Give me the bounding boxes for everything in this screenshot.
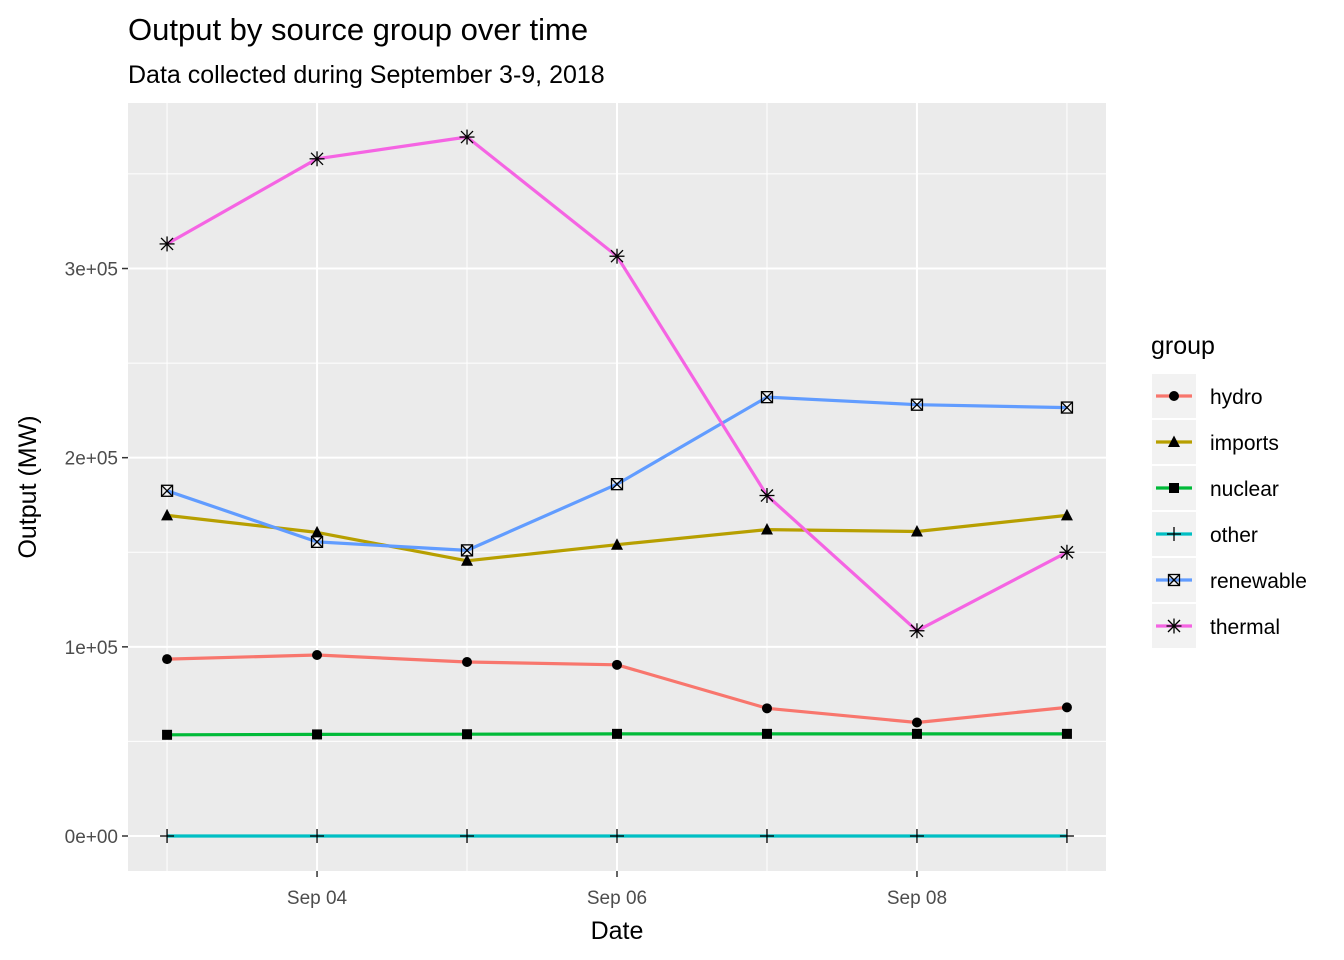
point-thermal — [1059, 544, 1075, 560]
point-imports — [461, 554, 474, 566]
x-tick-label: Sep 06 — [587, 888, 647, 909]
point-imports — [1060, 508, 1073, 521]
point-thermal — [609, 248, 625, 264]
point-other — [610, 829, 624, 844]
legend-label: thermal — [1210, 616, 1280, 639]
point-hydro — [761, 703, 772, 714]
y-tick-label: 0e+00 — [65, 827, 118, 848]
x-axis-title: Date — [591, 917, 644, 945]
point-hydro — [1061, 702, 1072, 713]
legend-key-marker — [1169, 483, 1179, 493]
legend-label: other — [1210, 524, 1258, 547]
chart-subtitle: Data collected during September 3-9, 201… — [128, 61, 605, 89]
legend-item-thermal: thermal — [1152, 604, 1280, 648]
y-tick-label: 2e+05 — [65, 449, 118, 470]
legend-key-marker — [1166, 618, 1182, 634]
point-renewable — [760, 390, 774, 404]
point-hydro — [612, 659, 622, 670]
point-thermal — [459, 129, 475, 145]
point-thermal — [759, 488, 775, 504]
point-hydro — [312, 649, 323, 660]
legend-title: group — [1151, 332, 1215, 360]
legend-key-marker — [1169, 391, 1179, 401]
point-imports — [760, 523, 773, 535]
point-other — [160, 829, 175, 844]
point-nuclear — [162, 729, 173, 740]
point-imports — [161, 508, 174, 521]
point-imports — [311, 525, 324, 538]
y-tick-label: 3e+05 — [65, 260, 118, 281]
series-points — [159, 129, 1075, 844]
legend-key-marker — [1167, 527, 1181, 541]
legend-label: nuclear — [1210, 478, 1279, 501]
point-nuclear — [462, 729, 473, 740]
x-tick-label: Sep 04 — [287, 888, 348, 909]
point-renewable — [610, 478, 624, 491]
x-axis: Sep 04 Sep 06 Sep 08 — [287, 871, 947, 909]
chart-title: Output by source group over time — [128, 12, 588, 47]
point-other — [1059, 829, 1074, 844]
point-nuclear — [911, 728, 922, 739]
point-thermal — [309, 151, 325, 167]
point-renewable — [460, 544, 474, 557]
point-other — [310, 829, 325, 844]
legend-item-imports: imports — [1152, 420, 1279, 464]
point-renewable — [910, 398, 924, 411]
point-other — [909, 829, 924, 844]
point-hydro — [162, 654, 173, 665]
legend-label: hydro — [1210, 386, 1263, 409]
point-other — [759, 829, 774, 844]
legend-item-renewable: renewable — [1152, 558, 1307, 602]
legend-item-other: other — [1152, 512, 1258, 556]
point-thermal — [159, 236, 175, 252]
point-other — [460, 829, 475, 844]
y-tick-label: 1e+05 — [65, 638, 118, 659]
point-nuclear — [1061, 728, 1072, 739]
legend: hydro imports nuclear other renewable thermal — [1152, 374, 1307, 648]
point-nuclear — [612, 728, 622, 739]
legend-item-hydro: hydro — [1152, 374, 1263, 418]
legend-label: imports — [1210, 432, 1279, 455]
point-hydro — [462, 656, 473, 667]
legend-label: renewable — [1210, 570, 1307, 593]
point-imports — [611, 538, 623, 550]
legend-key-marker — [1168, 435, 1180, 447]
x-tick-label: Sep 08 — [887, 888, 947, 909]
point-nuclear — [761, 728, 772, 739]
point-renewable — [160, 484, 174, 497]
point-renewable — [310, 535, 324, 549]
y-axis: 0e+00 1e+05 2e+05 3e+05 — [65, 260, 128, 848]
legend-key-marker — [1167, 573, 1181, 587]
point-hydro — [911, 717, 922, 728]
legend-item-nuclear: nuclear — [1152, 466, 1279, 510]
point-thermal — [909, 623, 925, 639]
point-imports — [910, 524, 923, 537]
y-axis-title: Output (MW) — [14, 415, 42, 558]
point-renewable — [1060, 401, 1074, 414]
point-nuclear — [312, 729, 323, 740]
